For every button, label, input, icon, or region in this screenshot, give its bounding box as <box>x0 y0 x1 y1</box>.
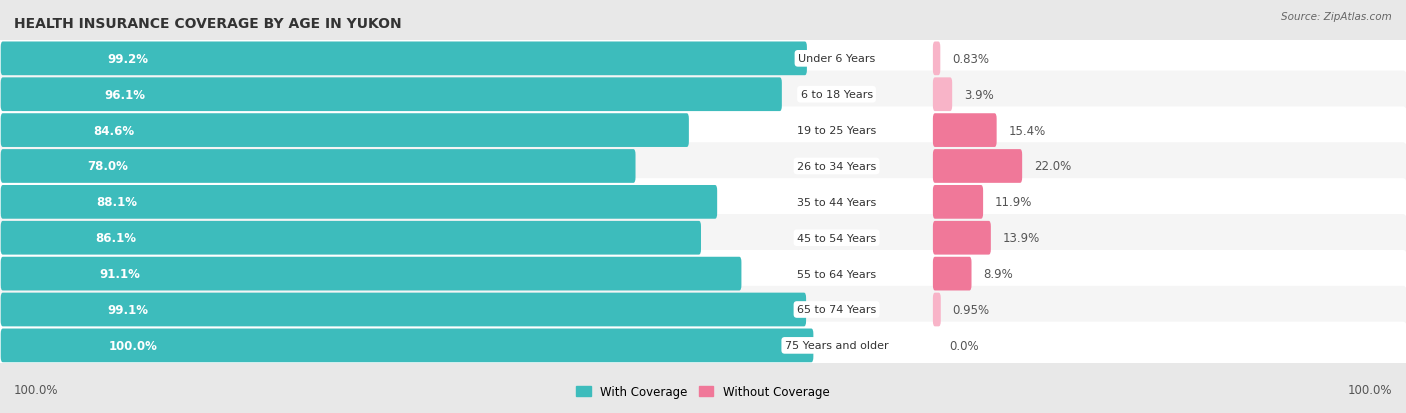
Text: 88.1%: 88.1% <box>97 196 138 209</box>
Text: 8.9%: 8.9% <box>983 268 1014 280</box>
FancyBboxPatch shape <box>0 322 1406 369</box>
FancyBboxPatch shape <box>934 257 972 291</box>
FancyBboxPatch shape <box>934 293 941 327</box>
FancyBboxPatch shape <box>934 114 997 147</box>
Text: 15.4%: 15.4% <box>1008 124 1046 137</box>
FancyBboxPatch shape <box>934 150 1022 183</box>
Text: 55 to 64 Years: 55 to 64 Years <box>797 269 876 279</box>
FancyBboxPatch shape <box>934 221 991 255</box>
Legend: With Coverage, Without Coverage: With Coverage, Without Coverage <box>572 381 834 403</box>
Text: 75 Years and older: 75 Years and older <box>785 341 889 351</box>
Text: 100.0%: 100.0% <box>108 339 157 352</box>
Text: 26 to 34 Years: 26 to 34 Years <box>797 161 876 171</box>
Text: 100.0%: 100.0% <box>1347 384 1392 396</box>
FancyBboxPatch shape <box>0 250 1406 298</box>
Text: 96.1%: 96.1% <box>104 88 145 102</box>
Text: 45 to 54 Years: 45 to 54 Years <box>797 233 876 243</box>
Text: 0.83%: 0.83% <box>952 53 990 66</box>
FancyBboxPatch shape <box>0 286 1406 333</box>
Text: HEALTH INSURANCE COVERAGE BY AGE IN YUKON: HEALTH INSURANCE COVERAGE BY AGE IN YUKO… <box>14 17 402 31</box>
Text: 0.95%: 0.95% <box>953 303 990 316</box>
FancyBboxPatch shape <box>934 43 941 76</box>
Text: 99.1%: 99.1% <box>107 303 149 316</box>
FancyBboxPatch shape <box>1 114 689 147</box>
Text: 13.9%: 13.9% <box>1002 232 1040 244</box>
Text: 0.0%: 0.0% <box>949 339 979 352</box>
FancyBboxPatch shape <box>1 185 717 219</box>
FancyBboxPatch shape <box>1 150 636 183</box>
FancyBboxPatch shape <box>0 107 1406 154</box>
Text: 91.1%: 91.1% <box>100 268 141 280</box>
FancyBboxPatch shape <box>1 78 782 112</box>
FancyBboxPatch shape <box>0 214 1406 262</box>
FancyBboxPatch shape <box>1 293 806 327</box>
Text: 78.0%: 78.0% <box>87 160 128 173</box>
FancyBboxPatch shape <box>934 185 983 219</box>
FancyBboxPatch shape <box>1 43 807 76</box>
FancyBboxPatch shape <box>0 179 1406 226</box>
Text: 65 to 74 Years: 65 to 74 Years <box>797 305 876 315</box>
FancyBboxPatch shape <box>0 71 1406 119</box>
Text: Source: ZipAtlas.com: Source: ZipAtlas.com <box>1281 12 1392 22</box>
Text: 3.9%: 3.9% <box>965 88 994 102</box>
Text: 100.0%: 100.0% <box>14 384 59 396</box>
Text: 84.6%: 84.6% <box>93 124 135 137</box>
FancyBboxPatch shape <box>0 143 1406 190</box>
Text: 99.2%: 99.2% <box>107 53 149 66</box>
Text: 35 to 44 Years: 35 to 44 Years <box>797 197 876 207</box>
Text: 6 to 18 Years: 6 to 18 Years <box>800 90 873 100</box>
FancyBboxPatch shape <box>934 78 952 112</box>
Text: 22.0%: 22.0% <box>1035 160 1071 173</box>
Text: 86.1%: 86.1% <box>94 232 136 244</box>
FancyBboxPatch shape <box>1 257 741 291</box>
FancyBboxPatch shape <box>1 329 813 362</box>
Text: 11.9%: 11.9% <box>995 196 1032 209</box>
FancyBboxPatch shape <box>1 221 702 255</box>
Text: 19 to 25 Years: 19 to 25 Years <box>797 126 876 136</box>
Text: Under 6 Years: Under 6 Years <box>799 54 875 64</box>
FancyBboxPatch shape <box>0 36 1406 83</box>
